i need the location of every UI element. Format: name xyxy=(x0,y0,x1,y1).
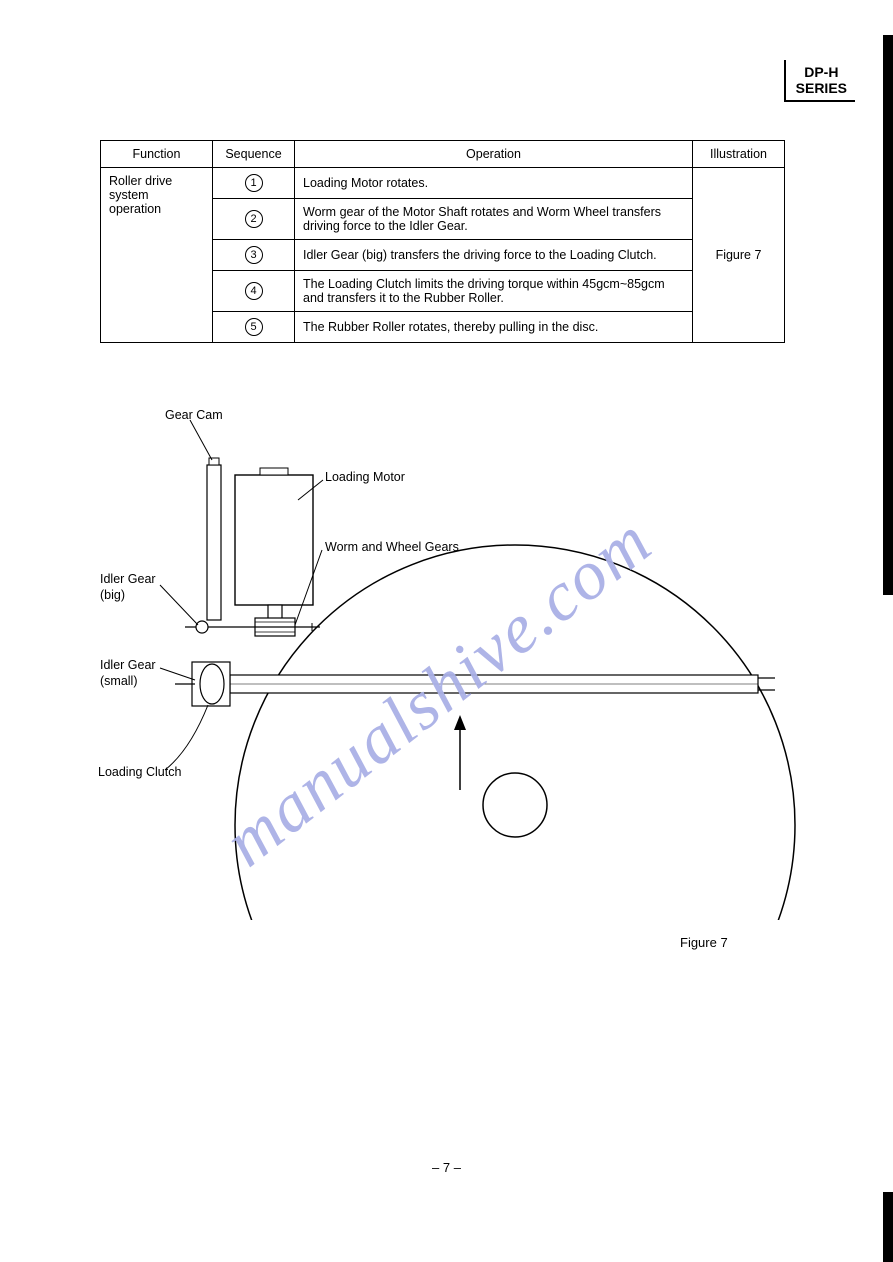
label-loading-motor: Loading Motor xyxy=(325,470,405,484)
cell-seq: 2 xyxy=(213,199,295,240)
cell-operation: Idler Gear (big) transfers the driving f… xyxy=(295,240,693,271)
page-number: – 7 – xyxy=(0,1160,893,1175)
label-loading-clutch: Loading Clutch xyxy=(98,765,181,779)
diagram-svg xyxy=(60,400,820,940)
label-idler-small-2: (small) xyxy=(100,674,138,688)
seq-num: 2 xyxy=(245,210,263,228)
label-gear-cam: Gear Cam xyxy=(165,408,223,422)
label-idler-big-1: Idler Gear xyxy=(100,572,156,586)
mechanical-diagram: Gear Cam Loading Motor Worm and Wheel Ge… xyxy=(60,400,820,940)
th-illustration: Illustration xyxy=(693,141,785,168)
cell-operation: Loading Motor rotates. xyxy=(295,168,693,199)
seq-num: 1 xyxy=(245,174,263,192)
seq-num: 3 xyxy=(245,246,263,264)
right-black-bar-bottom xyxy=(883,1192,893,1262)
operation-table: Function Sequence Operation Illustration… xyxy=(100,140,785,343)
cell-seq: 1 xyxy=(213,168,295,199)
cell-operation: Worm gear of the Motor Shaft rotates and… xyxy=(295,199,693,240)
cell-operation: The Rubber Roller rotates, thereby pulli… xyxy=(295,312,693,343)
cell-illustration: Figure 7 xyxy=(693,168,785,343)
cell-operation: The Loading Clutch limits the driving to… xyxy=(295,271,693,312)
th-sequence: Sequence xyxy=(213,141,295,168)
cell-function: Roller drive system operation xyxy=(101,168,213,343)
label-worm-wheel: Worm and Wheel Gears xyxy=(325,540,459,554)
seq-num: 4 xyxy=(245,282,263,300)
figure-caption: Figure 7 xyxy=(680,935,728,950)
table-header-row: Function Sequence Operation Illustration xyxy=(101,141,785,168)
cell-seq: 3 xyxy=(213,240,295,271)
series-header: DP-H SERIES xyxy=(784,60,855,102)
series-line2: SERIES xyxy=(796,80,847,96)
label-idler-small-1: Idler Gear xyxy=(100,658,156,672)
table-row: Roller drive system operation 1 Loading … xyxy=(101,168,785,199)
th-function: Function xyxy=(101,141,213,168)
series-line1: DP-H xyxy=(796,64,847,80)
th-operation: Operation xyxy=(295,141,693,168)
label-idler-big-2: (big) xyxy=(100,588,125,602)
cell-seq: 4 xyxy=(213,271,295,312)
seq-num: 5 xyxy=(245,318,263,336)
cell-seq: 5 xyxy=(213,312,295,343)
right-black-bar xyxy=(883,35,893,595)
